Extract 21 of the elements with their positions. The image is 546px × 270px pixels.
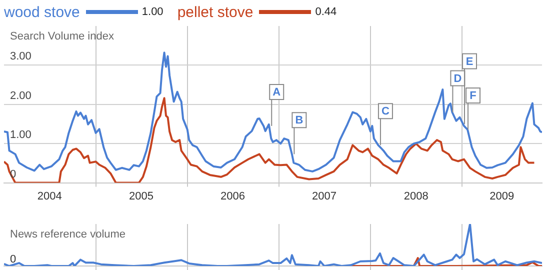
x-tick-label: 2004 <box>37 190 62 202</box>
legend-label: wood stove <box>4 4 80 20</box>
x-tick-label: 2007 <box>312 190 337 202</box>
y-tick-label: 3.00 <box>10 50 32 63</box>
annotation: B <box>295 114 304 127</box>
x-tick-label: 2008 <box>404 190 428 202</box>
text: 1.00 <box>142 6 164 18</box>
y-axis-title: Search Volume index <box>10 30 114 43</box>
text: 0.44 <box>315 6 337 18</box>
annotation: A <box>272 86 281 98</box>
x-tick-label: 2006 <box>220 190 245 202</box>
annotation: E <box>466 56 474 68</box>
annotation: F <box>470 90 477 102</box>
y-tick-label: 1.00 <box>10 129 32 142</box>
x-tick-label: 2005 <box>128 190 154 202</box>
x-tick-label: 2009 <box>490 190 514 202</box>
legend-label: pellet stove <box>177 4 254 20</box>
y-axis-title: News reference volume <box>10 228 126 241</box>
y-tick-label: 2.00 <box>10 90 32 102</box>
annotation: C <box>381 106 390 118</box>
annotation: D <box>454 72 462 85</box>
